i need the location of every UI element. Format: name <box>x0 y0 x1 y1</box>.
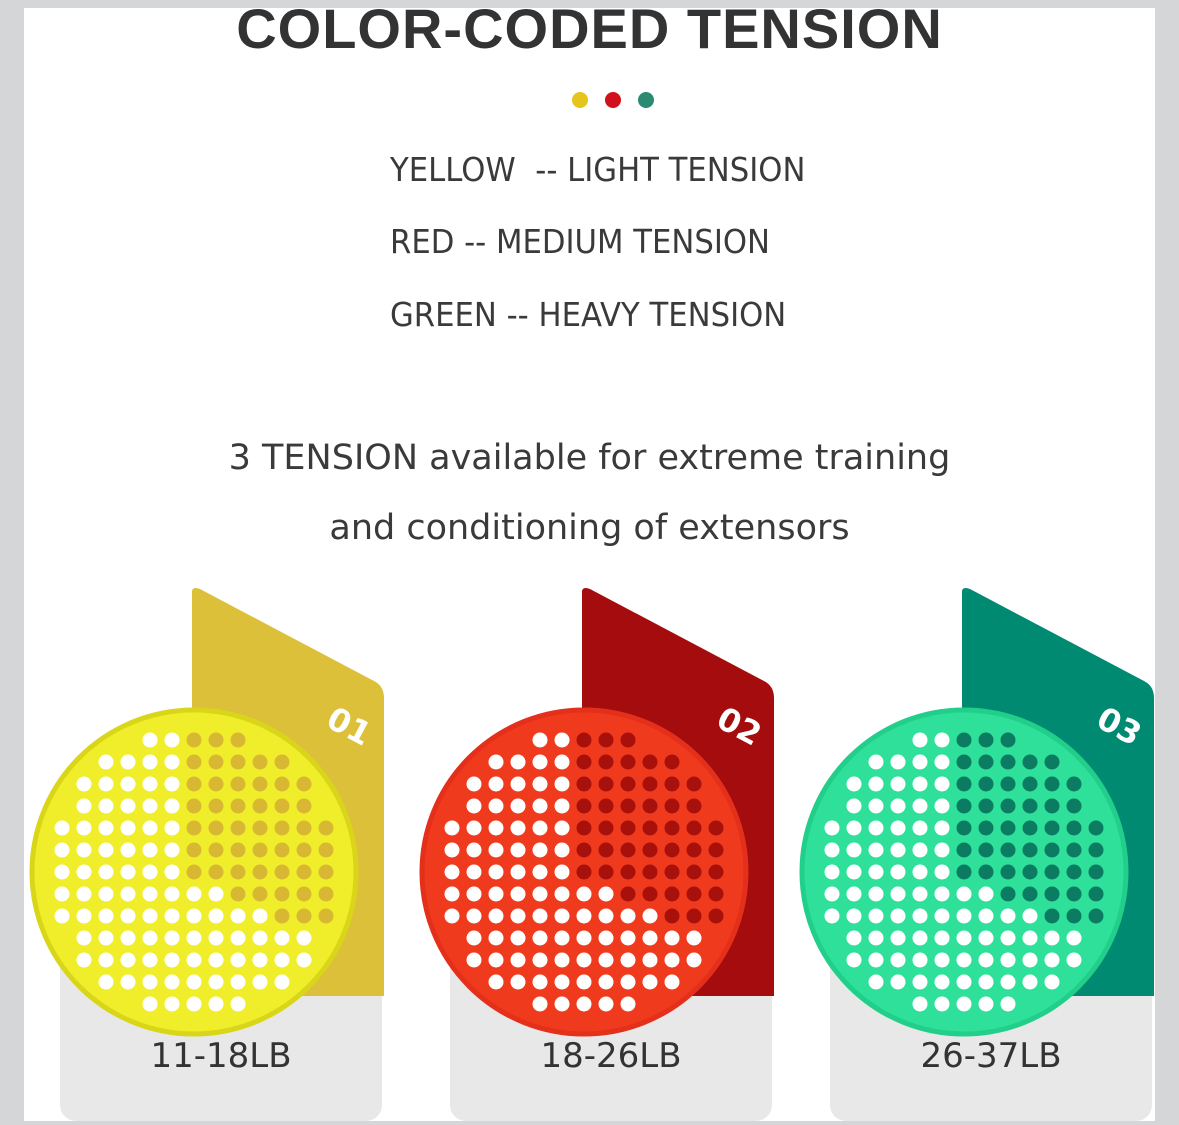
yellow-dot <box>572 92 588 108</box>
page-title: COLOR-CODED TENSION <box>236 8 943 60</box>
green-dot <box>638 92 654 108</box>
subtitle-line-1: 3 TENSION available for extreme training <box>228 438 951 478</box>
weight-label: 11-18LB <box>150 1036 292 1076</box>
legend-red: RED -- MEDIUM TENSION <box>390 222 771 261</box>
weight-label: 26-37LB <box>920 1036 1062 1076</box>
weight-label: 18-26LB <box>540 1036 682 1076</box>
hand-exerciser-disc <box>29 707 359 1037</box>
subtitle-line-2: and conditioning of extensors <box>329 508 850 548</box>
product-info-panel: COLOR-CODED TENSION YELLOW -- LIGHT TENS… <box>24 8 1155 1121</box>
legend-green: GREEN -- HEAVY TENSION <box>390 295 787 334</box>
hand-exerciser-disc <box>799 707 1129 1037</box>
red-dot <box>605 92 621 108</box>
hand-exerciser-disc <box>419 707 749 1037</box>
product-card-green: 26-37LB 03 <box>794 586 1154 1121</box>
product-card-red: 18-26LB 02 <box>414 586 774 1121</box>
legend-yellow: YELLOW -- LIGHT TENSION <box>390 150 806 189</box>
product-card-yellow: 11-18LB 01 <box>24 586 384 1121</box>
